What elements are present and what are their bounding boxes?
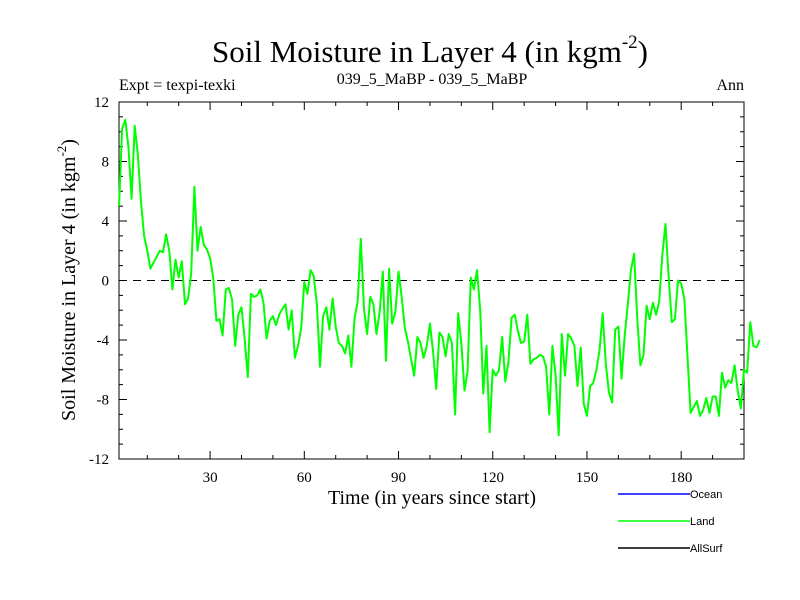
- y-tick-label: 0: [102, 274, 110, 290]
- x-axis-label: Time (in years since start): [328, 487, 536, 509]
- period-label: 039_5_MaBP - 039_5_MaBP: [337, 71, 528, 88]
- y-tick-label: 12: [94, 95, 109, 111]
- y-tick-label: 4: [102, 214, 110, 230]
- series-line-land: [118, 118, 761, 437]
- y-tick-label: -4: [97, 333, 110, 349]
- series-layer: [118, 118, 761, 437]
- x-tick-label: 150: [576, 470, 599, 486]
- x-tick-label: 180: [670, 470, 693, 486]
- legend-label-ocean: Ocean: [690, 489, 722, 501]
- axis-tick-labels: -12 -8 -4 0 4 8 12 30 60 90 120 150 180: [89, 95, 692, 486]
- y-tick-label: -8: [97, 393, 110, 409]
- legend-label-land: Land: [690, 516, 714, 528]
- chart-title: Soil Moisture in Layer 4 (in kgm-2): [212, 32, 648, 69]
- legend-label-allsurf: AllSurf: [690, 543, 723, 555]
- y-tick-label: -12: [89, 452, 109, 468]
- experiment-label: Expt = texpi-texki: [119, 77, 236, 94]
- x-tick-label: 120: [481, 470, 504, 486]
- x-tick-label: 90: [391, 470, 406, 486]
- season-label: Ann: [716, 77, 744, 94]
- y-axis-label: Soil Moisture in Layer 4 (in kgm-2): [54, 139, 80, 421]
- legend: Ocean Land AllSurf: [618, 489, 723, 555]
- x-tick-label: 30: [203, 470, 218, 486]
- x-tick-label: 60: [297, 470, 312, 486]
- y-tick-label: 8: [102, 155, 110, 171]
